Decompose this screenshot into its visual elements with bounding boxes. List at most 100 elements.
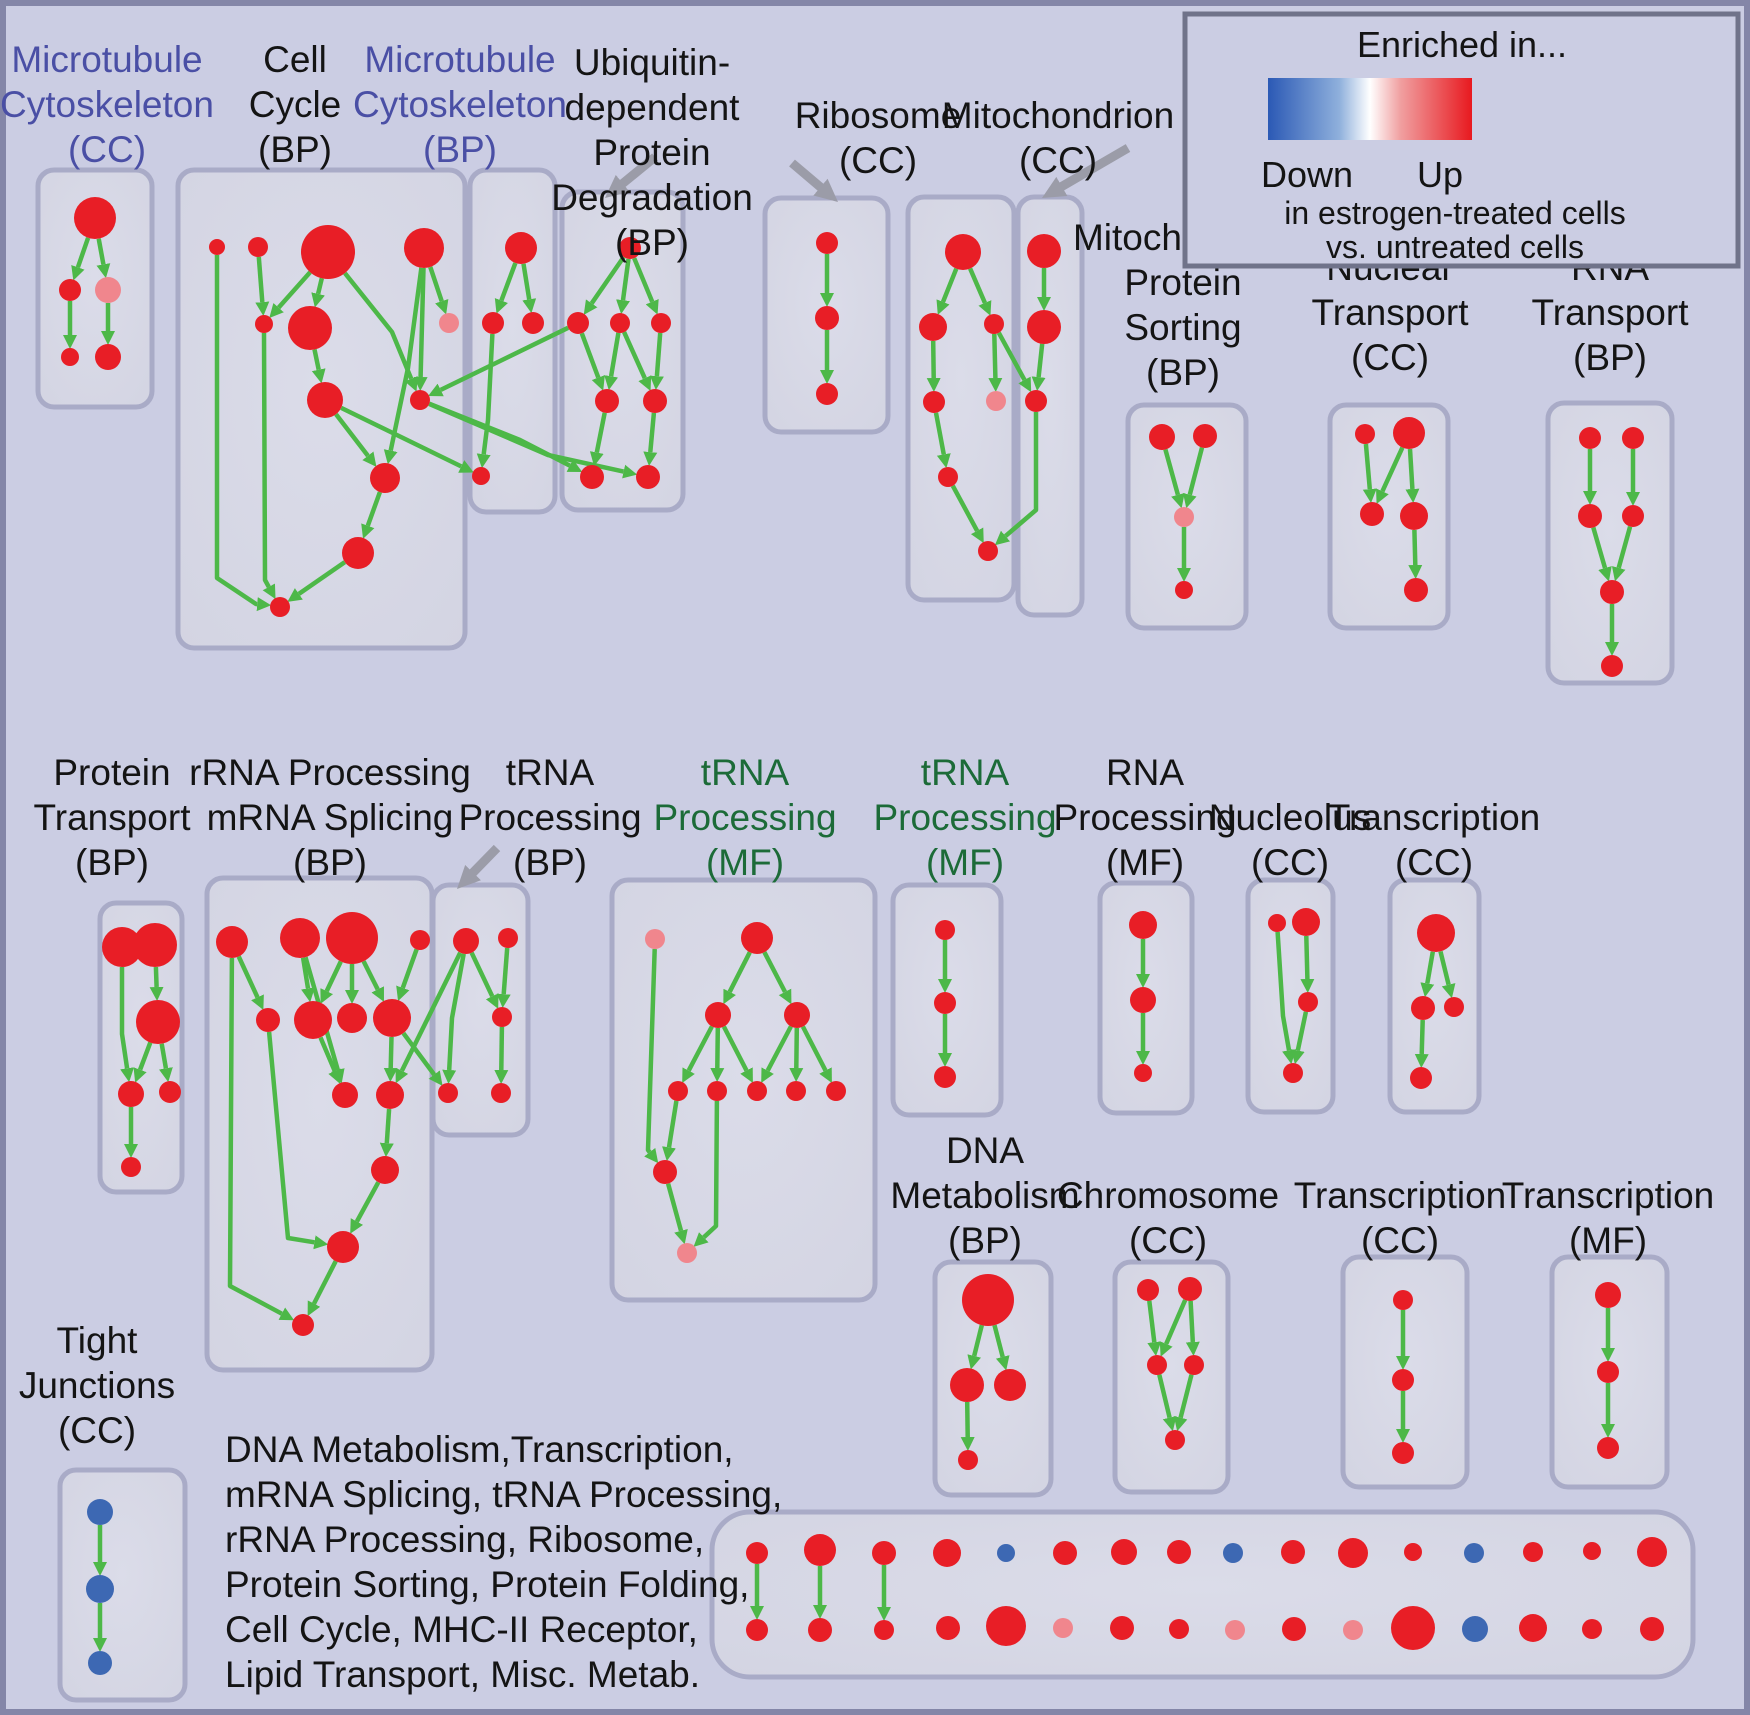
- gene-node-o1: [935, 920, 955, 940]
- gene-node-st5: [997, 1544, 1015, 1562]
- relation-edge-k1-k4: [119, 967, 135, 1083]
- gene-node-q2: [1292, 908, 1320, 936]
- cluster-label-16-line-1: Nucleolus: [1209, 797, 1371, 838]
- gene-node-g1: [1027, 234, 1061, 268]
- gene-node-g3: [1025, 390, 1047, 412]
- relation-edge-t1-t3: [1147, 1300, 1162, 1357]
- gene-node-sb5: [986, 1606, 1026, 1646]
- annotation-arrow-1: [604, 153, 658, 198]
- relation-edge-k3-k5: [158, 1043, 173, 1083]
- cluster-label-18-line-1: DNA: [946, 1130, 1024, 1171]
- gene-node-h3: [1174, 507, 1194, 527]
- cluster-label-10-line-1: Protein: [53, 752, 170, 793]
- gene-node-c3: [522, 312, 544, 334]
- gene-node-m3: [492, 1007, 512, 1027]
- legend-caption-line-2: vs. untreated cells: [1326, 229, 1584, 265]
- cluster-label-1-line-1: Microtubule: [11, 39, 202, 80]
- cluster-label-2-line-3: (BP): [258, 129, 332, 170]
- gene-node-sb8: [1169, 1619, 1189, 1639]
- relation-edge-d2-d5: [579, 332, 605, 391]
- gene-node-a5: [95, 344, 121, 370]
- gene-node-f5: [986, 391, 1006, 411]
- gene-node-l13: [292, 1314, 314, 1336]
- gene-node-n8: [786, 1081, 806, 1101]
- gene-node-st12: [1404, 1543, 1422, 1561]
- relation-edge-b10-b11: [361, 491, 383, 539]
- gene-node-t4: [1184, 1355, 1204, 1375]
- gene-node-f4: [923, 391, 945, 413]
- gene-node-b4: [404, 228, 444, 268]
- gene-node-st3: [872, 1541, 896, 1565]
- gene-node-a4: [61, 348, 79, 366]
- cluster-label-5-line-2: (CC): [839, 140, 917, 181]
- gene-node-a2: [59, 279, 81, 301]
- relation-edge-f1-f2: [936, 267, 959, 315]
- gene-node-m4: [438, 1083, 458, 1103]
- relation-edge-l2-l6: [300, 957, 315, 1003]
- gene-node-d5: [595, 389, 619, 413]
- gene-node-r1: [1417, 914, 1455, 952]
- cluster-label-17-line-2: (CC): [1395, 842, 1473, 883]
- gene-node-sb16: [1640, 1617, 1664, 1641]
- misc-clusters-note-line-3: rRNA Processing, Ribosome,: [225, 1519, 704, 1560]
- gene-node-h1: [1149, 424, 1175, 450]
- relation-edge-b11-b12: [287, 560, 347, 602]
- cluster-label-13-line-2: Processing: [653, 797, 836, 838]
- gene-node-sb11: [1343, 1620, 1363, 1640]
- cluster-label-4-line-4: Degradation: [551, 177, 753, 218]
- relation-edge-f3-f5: [988, 333, 1003, 392]
- gene-node-e2: [815, 306, 839, 330]
- gene-node-sb15: [1582, 1619, 1602, 1639]
- gene-node-st11: [1338, 1538, 1368, 1568]
- gene-node-j3: [1578, 504, 1602, 528]
- cluster-label-19-line-1: Chromosome: [1057, 1175, 1279, 1216]
- gene-node-g2: [1027, 310, 1061, 344]
- gene-node-w1: [87, 1499, 113, 1525]
- gene-node-i4: [1400, 502, 1428, 530]
- relation-edge-d3-d6: [622, 331, 652, 391]
- cluster-label-22-line-1: Tight: [57, 1320, 139, 1361]
- legend-gradient-bar: [1268, 78, 1472, 140]
- relation-edge-t2-t3: [1159, 1299, 1188, 1357]
- gene-node-a3: [95, 277, 121, 303]
- cluster-label-9-line-2: Transport: [1532, 292, 1690, 333]
- cluster-label-9-line-3: (BP): [1573, 337, 1647, 378]
- relation-edge-n3-n6: [710, 1027, 725, 1082]
- gene-node-st4: [933, 1539, 961, 1567]
- gene-node-h4: [1175, 581, 1193, 599]
- relation-edge-j4-j5: [1611, 526, 1633, 582]
- cluster-label-15-line-1: RNA: [1106, 752, 1184, 793]
- gene-node-r3: [1444, 997, 1464, 1017]
- cluster-box-dna-metabolism-bp: [932, 1259, 1054, 1498]
- cluster-label-3-line-1: Microtubule: [364, 39, 555, 80]
- gene-node-t1: [1137, 1279, 1159, 1301]
- gene-node-t2: [1178, 1277, 1202, 1301]
- cluster-label-2-line-1: Cell: [263, 39, 327, 80]
- gene-node-w3: [88, 1651, 112, 1675]
- gene-node-j4: [1622, 505, 1644, 527]
- relation-edge-b4-b7: [428, 266, 449, 315]
- gene-node-p1: [1129, 911, 1157, 939]
- relation-edge-b1-b12: [214, 255, 272, 612]
- gene-node-sb9: [1225, 1620, 1245, 1640]
- relation-edge-i2-i4: [1405, 448, 1420, 503]
- relation-edge-r1-r2: [1420, 951, 1436, 998]
- relation-edge-q1-q4: [1275, 931, 1296, 1065]
- relation-edge-b3-b9: [343, 271, 418, 392]
- cluster-label-20-line-2: (CC): [1361, 1220, 1439, 1261]
- relation-edge-r2-r4: [1414, 1019, 1429, 1068]
- gene-node-e3: [816, 383, 838, 405]
- gene-node-b11: [342, 537, 374, 569]
- gene-node-b7: [439, 313, 459, 333]
- gene-node-v3: [1597, 1437, 1619, 1459]
- gene-node-b2: [248, 237, 268, 257]
- gene-node-t3: [1147, 1355, 1167, 1375]
- gene-node-st16: [1637, 1537, 1667, 1567]
- relation-edge-q3-q4: [1290, 1011, 1309, 1065]
- annotation-arrow-2: [789, 159, 839, 203]
- gene-node-p2: [1130, 987, 1156, 1013]
- gene-node-a1: [74, 197, 116, 239]
- gene-node-d4: [651, 313, 671, 333]
- relation-edge-n2-n3: [723, 951, 752, 1005]
